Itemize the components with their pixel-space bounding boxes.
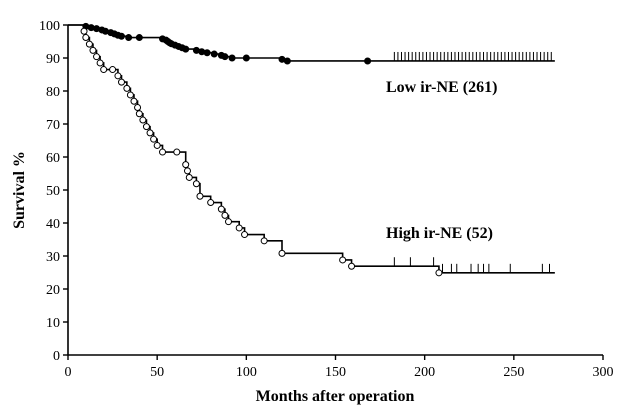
event-marker-high: [89, 46, 97, 54]
event-marker-high: [135, 110, 143, 118]
event-marker-low: [221, 53, 229, 61]
event-marker-high: [159, 148, 167, 156]
event-marker-low: [210, 50, 218, 58]
event-marker-low: [118, 32, 125, 40]
event-marker-high: [118, 78, 125, 86]
y-tick-label: 50: [46, 184, 60, 199]
event-marker-low: [242, 54, 250, 62]
y-tick-label: 0: [53, 349, 60, 364]
event-marker-high: [150, 135, 158, 143]
event-marker-high: [130, 97, 138, 105]
event-marker-high: [82, 34, 90, 42]
event-marker-high: [85, 40, 93, 48]
event-marker-high: [153, 141, 161, 149]
y-axis-title: Survival %: [11, 151, 28, 229]
y-tick-label: 30: [46, 250, 60, 265]
event-marker-high: [221, 211, 229, 219]
event-marker-high: [339, 256, 347, 264]
event-marker-low: [228, 54, 236, 62]
event-marker-high: [123, 84, 131, 92]
series-label-low: Low ir-NE (261): [386, 79, 497, 96]
x-tick-label: 200: [414, 365, 435, 380]
series-line-low: [68, 24, 555, 62]
event-marker-high: [217, 205, 225, 213]
series-label-high: High ir-NE (52): [386, 225, 493, 242]
y-ticks: 0 10 20 30 40 50 60 70 80 90 100: [39, 19, 68, 364]
x-tick-label: 0: [65, 365, 72, 380]
event-marker-high: [142, 123, 150, 131]
event-marker-low: [283, 57, 291, 65]
event-marker-high: [93, 53, 101, 61]
event-marker-high: [173, 148, 181, 156]
y-tick-label: 100: [39, 19, 60, 34]
event-marker-high: [146, 129, 154, 137]
y-tick-label: 40: [46, 217, 60, 232]
event-marker-high: [114, 72, 122, 80]
event-marker-high: [235, 224, 243, 232]
event-marker-high: [100, 66, 108, 74]
axes: [67, 25, 603, 356]
x-tick-label: 300: [593, 365, 614, 380]
x-tick-label: 50: [150, 365, 164, 380]
event-marker-low: [364, 57, 372, 65]
y-tick-label: 60: [46, 151, 60, 166]
event-marker-high: [196, 192, 204, 200]
event-marker-high: [348, 262, 356, 270]
y-tick-label: 70: [46, 118, 60, 133]
event-marker-high: [182, 161, 190, 169]
y-tick-label: 80: [46, 85, 60, 100]
x-tick-label: 250: [503, 365, 524, 380]
series-high: [68, 24, 555, 277]
event-marker-high: [183, 167, 191, 175]
event-marker-high: [96, 59, 104, 67]
x-tick-label: 100: [236, 365, 257, 380]
event-marker-low: [203, 49, 211, 57]
event-marker-high: [435, 269, 443, 277]
event-marker-high: [192, 180, 200, 188]
event-marker-high: [207, 199, 215, 207]
x-tick-label: 150: [325, 365, 346, 380]
series-layer: [68, 22, 555, 277]
y-tick-label: 10: [46, 316, 60, 331]
event-marker-high: [126, 91, 134, 99]
x-axis-title: Months after operation: [256, 388, 415, 405]
event-marker-high: [134, 104, 142, 111]
event-marker-high: [185, 173, 193, 181]
series-low: [68, 22, 555, 65]
y-tick-label: 90: [46, 52, 60, 67]
y-tick-label: 20: [46, 283, 60, 298]
event-marker-low: [135, 34, 143, 42]
event-marker-high: [225, 218, 232, 226]
event-marker-high: [109, 66, 117, 74]
event-marker-high: [80, 27, 88, 35]
event-marker-low: [125, 34, 133, 42]
event-marker-high: [278, 249, 286, 257]
event-marker-high: [260, 237, 268, 245]
event-marker-low: [182, 45, 190, 53]
event-marker-high: [241, 231, 249, 239]
event-marker-high: [139, 116, 147, 124]
x-ticks: 0 50 100 150 200 250 300: [65, 355, 614, 380]
